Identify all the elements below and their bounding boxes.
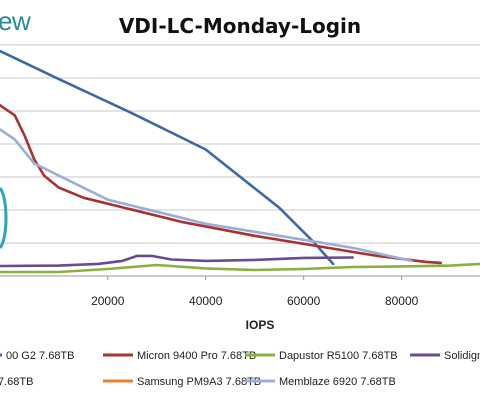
chart-title: VDI-LC-Monday-Login	[118, 14, 362, 38]
series-line-1	[0, 104, 443, 265]
series-line-0	[0, 49, 335, 266]
legend-label: Memblaze 6920 7.68TB	[279, 376, 396, 388]
legend-label: Micron 9400 Pro 7.68TB	[137, 350, 256, 362]
legend-label: Solidign	[444, 350, 480, 362]
x-tick-label: 20000	[91, 294, 125, 308]
series-line-2	[0, 262, 480, 274]
legend-label: 7.68TB	[0, 376, 33, 388]
x-axis-title: IOPS	[246, 318, 275, 332]
series-line-cyan	[0, 187, 8, 249]
legend-label: 00 G2 7.68TB	[6, 350, 75, 362]
series-line-5	[0, 128, 413, 263]
legend-label: Dapustor R5100 7.68TB	[279, 350, 398, 362]
series-line-3	[0, 254, 354, 268]
x-tick-label: 80000	[385, 294, 419, 308]
legend-label: Samsung PM9A3 7.68TB	[137, 376, 261, 388]
brand-logo-text: ew	[0, 6, 31, 36]
x-tick-label: 60000	[287, 294, 321, 308]
x-tick-label: 40000	[189, 294, 223, 308]
